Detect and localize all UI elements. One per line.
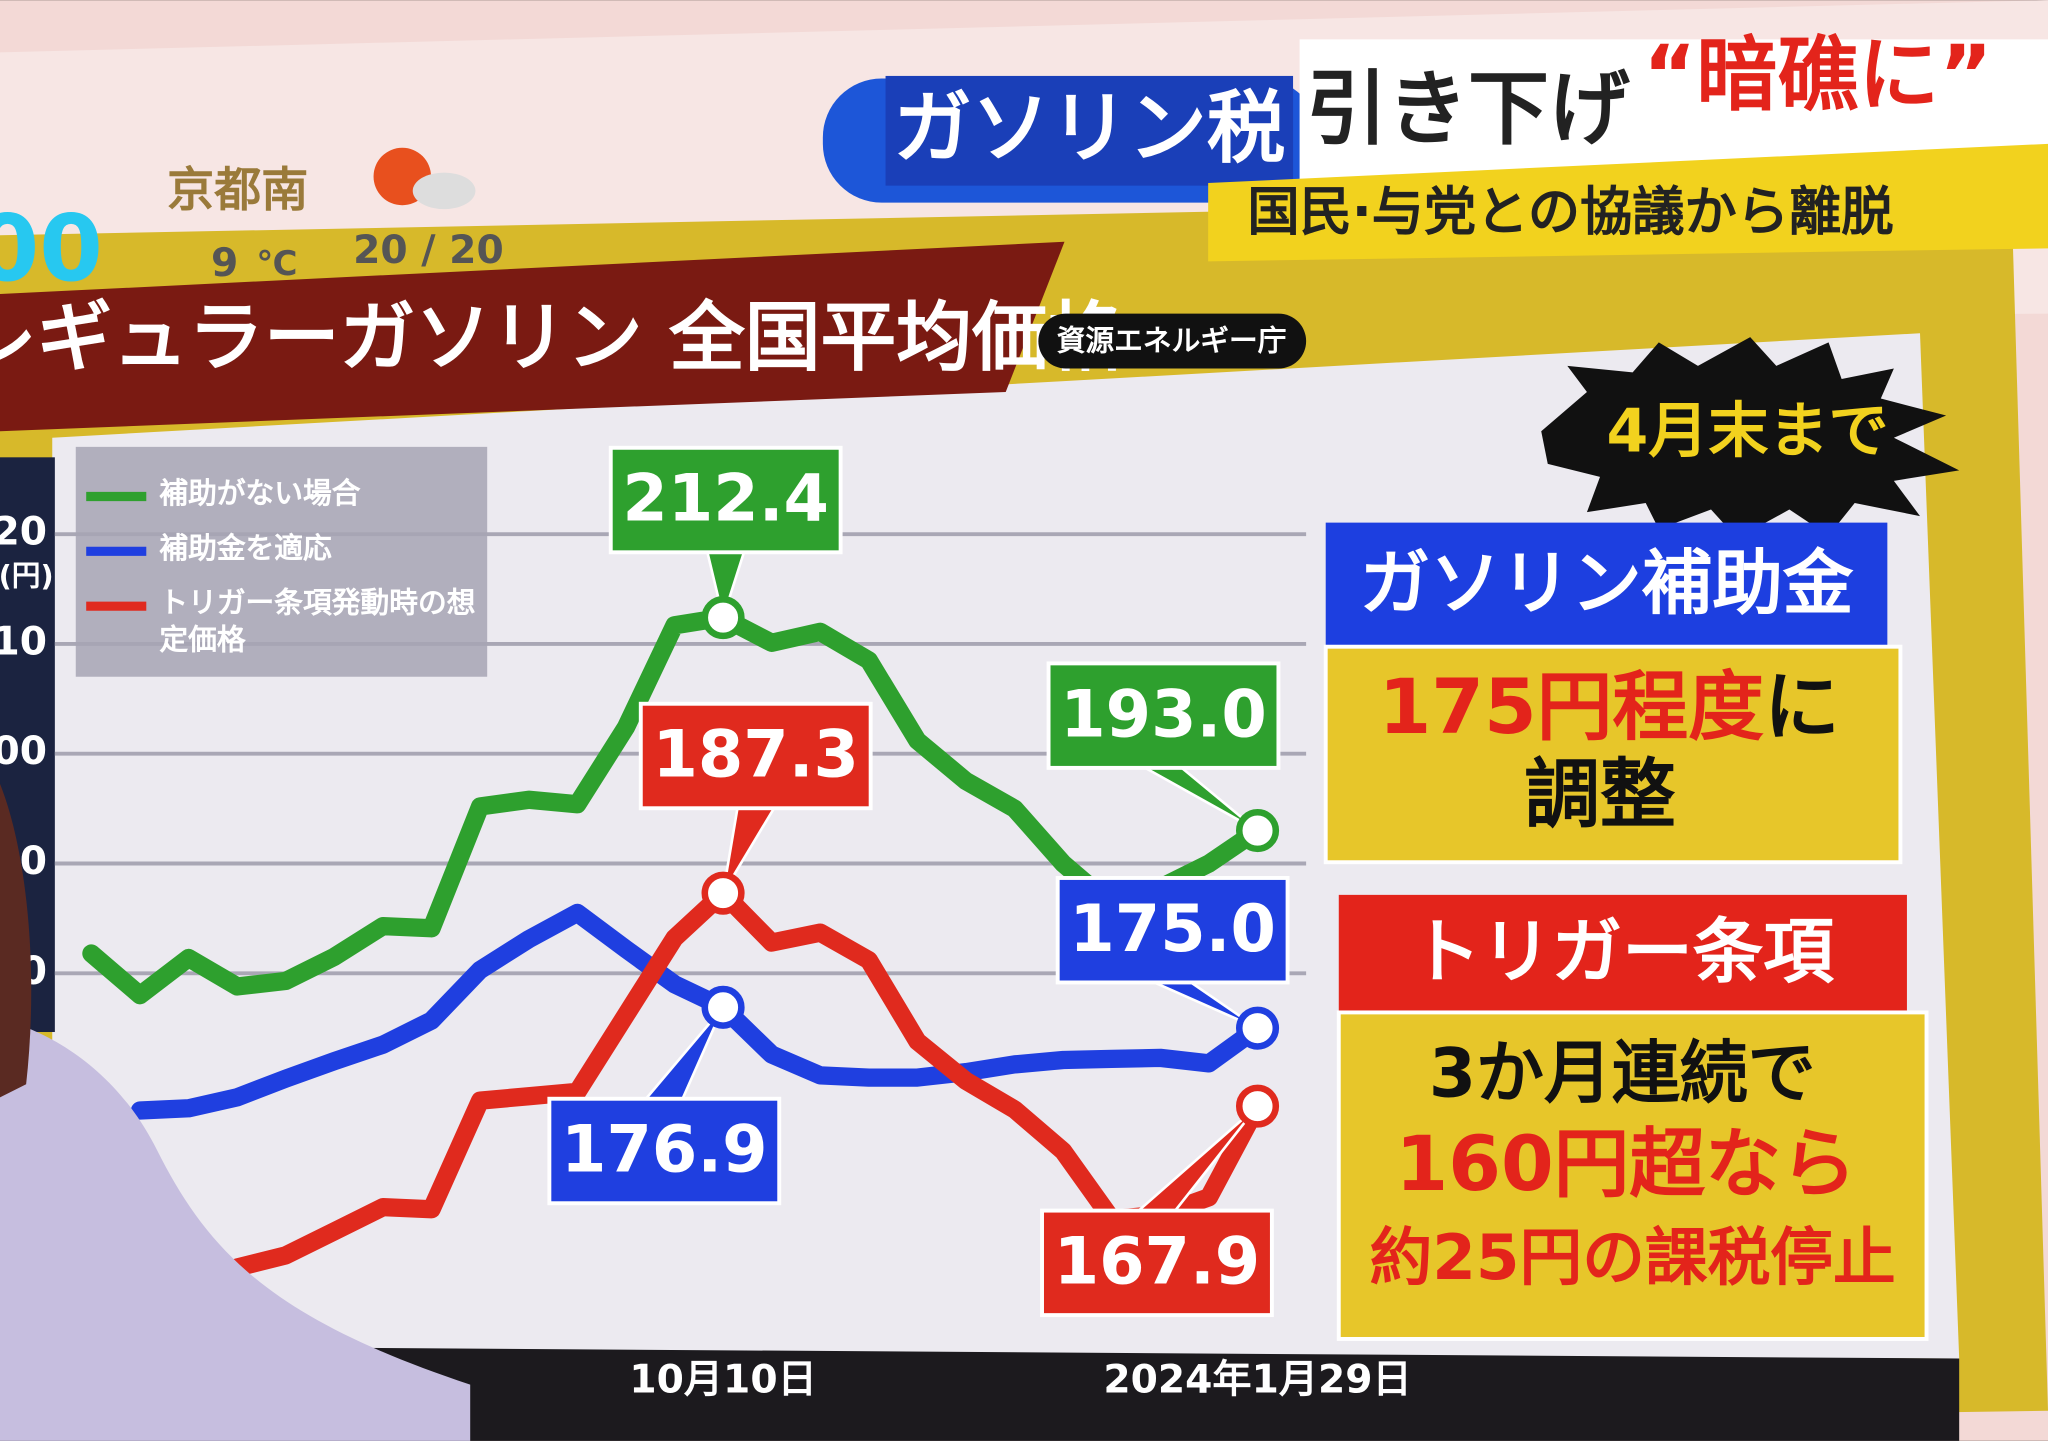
date-strip <box>0 1345 1960 1441</box>
value-label: 187.3 <box>652 717 859 793</box>
y-unit: (円) <box>0 558 54 592</box>
headline-quote: “暗礁に” <box>1643 29 1992 123</box>
temperature: 9 <box>211 241 238 286</box>
subsidy-red: 175円程度 <box>1379 663 1765 751</box>
value-label: 212.4 <box>622 461 829 537</box>
deadline: 4月末まで <box>1607 397 1889 467</box>
point-marker <box>1235 1006 1280 1050</box>
callout-box <box>638 701 873 811</box>
subsidy-title-box <box>1325 522 1888 647</box>
point-marker <box>701 985 745 1029</box>
subsidy-line2: 調整 <box>1524 751 1676 839</box>
x-tick-label: 2024年1月29日 <box>1103 1358 1411 1403</box>
deadline-burst <box>1541 337 1960 539</box>
trigger-box <box>1336 1010 1929 1341</box>
subsidy-title: ガソリン補助金 <box>1360 542 1854 624</box>
trigger-line1: 3か月連続で <box>1429 1034 1816 1113</box>
cloud-icon <box>412 172 476 210</box>
y-tick-label: 200 <box>0 729 47 774</box>
series-line <box>228 884 1267 1277</box>
callout-box <box>547 1096 782 1206</box>
plot-lines <box>82 608 1267 1277</box>
presenter <box>0 1018 471 1441</box>
callout-box <box>1040 1208 1274 1318</box>
trigger-line3: 約25円の課税停止 <box>1370 1221 1896 1294</box>
source-badge <box>1038 313 1307 369</box>
legend-entry: 補助がない場合 <box>159 478 361 511</box>
legend-label: 補助金を適応 <box>159 533 332 566</box>
subsidy-black: に <box>1764 663 1840 751</box>
weather-place: 京都南 <box>167 163 308 218</box>
series-line <box>130 903 1267 1120</box>
point-marker <box>1235 809 1280 853</box>
subsidy-box <box>1323 644 1903 865</box>
series-line <box>82 608 1267 1005</box>
trigger-title-box <box>1338 894 1907 1013</box>
callout-box <box>608 445 843 555</box>
y-tick-label: 220 <box>0 510 47 555</box>
callout-box <box>1055 876 1290 985</box>
presenter-hair <box>0 783 32 1098</box>
trigger-line2: 160円超なら <box>1396 1120 1857 1208</box>
value-label: 176.9 <box>561 1112 768 1188</box>
y-tick-label: 210 <box>0 619 47 664</box>
forecast: 20 / 20 <box>353 228 504 273</box>
clock: 00 <box>0 195 103 302</box>
title-ribbon <box>0 241 1065 432</box>
point-marker <box>701 596 745 640</box>
callout-box <box>1046 661 1281 770</box>
point-marker <box>1235 1084 1280 1128</box>
trigger-title: トリガー条項 <box>1411 911 1835 993</box>
x-tick-label: 10月10日 <box>629 1358 816 1403</box>
headline: 引き下げ <box>1306 63 1630 157</box>
callouts: 212.4 193.0 176.9 175.0 187.3 167.9 <box>547 445 1290 1318</box>
temperature-unit: ℃ <box>256 244 297 284</box>
value-label: 175.0 <box>1069 891 1276 967</box>
subheadline-band <box>1208 143 2048 262</box>
point-marker <box>701 871 745 915</box>
legend-entry: トリガー条項発動時の想定価格 <box>159 587 476 658</box>
legend-box <box>75 446 488 677</box>
headline-tag: ガソリン税 <box>893 83 1285 174</box>
legend-entry: 補助金を適応 <box>159 533 332 566</box>
headline-tag-box <box>885 75 1294 186</box>
value-label: 167.9 <box>1054 1224 1261 1300</box>
subheadline: 国民·与党との協議から離脱 <box>1247 183 1893 243</box>
legend-label: トリガー条項発動時の想定価格 <box>159 587 476 658</box>
value-label: 193.0 <box>1060 676 1267 752</box>
chart-title: レギュラーガソリン 全国平均価格 <box>0 293 1125 381</box>
chart-source: 資源エネルギー庁 <box>1057 323 1287 357</box>
legend-label: 補助がない場合 <box>159 478 361 511</box>
subsidy-line1: 175円程度に <box>1379 663 1840 751</box>
